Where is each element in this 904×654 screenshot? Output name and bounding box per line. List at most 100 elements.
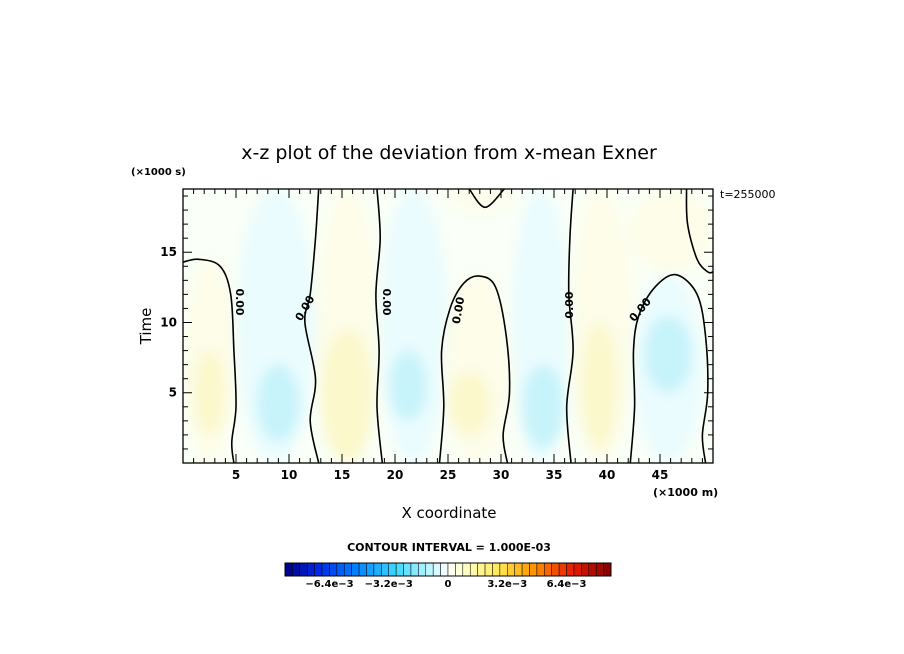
zero-contour xyxy=(565,189,574,463)
colorbar-tick-labels: −6.4e−3 −3.2e−3 0 3.2e−3 6.4e−3 xyxy=(305,579,586,590)
colorbar-cell xyxy=(388,562,397,577)
colorbar-cell xyxy=(344,562,352,577)
colorbar-frame xyxy=(284,562,612,577)
negative-region xyxy=(522,364,565,449)
colorbar-cell xyxy=(477,562,486,577)
colorbar-cell xyxy=(521,562,530,577)
colorbar-tick-label: 6.4e−3 xyxy=(547,579,587,590)
zero-contour xyxy=(183,258,237,463)
colorbar-cell xyxy=(366,562,375,577)
y-tick-label: 15 xyxy=(160,245,177,259)
x-axis-label: X coordinate xyxy=(401,504,496,522)
chart-title: x-z plot of the deviation from x-mean Ex… xyxy=(241,142,657,164)
contour-label: 0.00 xyxy=(563,291,576,318)
colorbar-cell xyxy=(536,562,545,577)
colorbar-cell xyxy=(492,562,501,577)
colorbar-cell xyxy=(403,562,412,577)
negative-region xyxy=(644,315,692,393)
zero-contour-lines xyxy=(183,189,713,463)
colorbar-cell xyxy=(432,562,441,577)
zero-contour xyxy=(438,275,511,463)
positive-region xyxy=(448,371,491,435)
positive-region xyxy=(320,329,374,463)
zero-contour xyxy=(468,189,505,209)
x-tick-label: 35 xyxy=(546,468,563,482)
y-ticks: 5 10 15 xyxy=(160,195,713,450)
colorbar-cell xyxy=(321,562,330,577)
contour-interval-note: CONTOUR INTERVAL = 1.000E-03 xyxy=(347,541,551,554)
colorbar-cell xyxy=(566,562,575,577)
x-tick-label: 15 xyxy=(334,468,351,482)
x-tick-label: 30 xyxy=(493,468,510,482)
y-unit-label: (×1000 s) xyxy=(131,167,186,178)
shaded-regions xyxy=(183,189,713,463)
colorbar-tick-label: 3.2e−3 xyxy=(487,579,527,590)
zero-contour xyxy=(375,189,384,463)
colorbar-cell xyxy=(514,562,523,577)
colorbar-cell xyxy=(462,562,471,577)
contour-label: 0.00 xyxy=(380,288,393,315)
x-tick-label: 45 xyxy=(652,468,669,482)
colorbar-cell xyxy=(373,562,382,577)
y-tick-label: 10 xyxy=(160,315,177,329)
x-tick-label: 40 xyxy=(599,468,616,482)
x-ticks: 5 10 15 20 25 30 35 40 45 xyxy=(193,189,703,482)
colorbar-cell xyxy=(484,562,493,577)
colorbar-cell xyxy=(418,562,427,577)
positive-region xyxy=(193,350,226,435)
x-tick-label: 20 xyxy=(387,468,404,482)
colorbar-cell xyxy=(603,562,612,577)
colorbar-cell xyxy=(336,562,345,577)
colorbar-cell xyxy=(447,562,456,577)
plot-area: 0.00 0.00 0.00 0.00 0.00 0.00 5 10 15 20 25 3… xyxy=(160,188,714,482)
colorbar-cell xyxy=(299,562,308,577)
negative-region xyxy=(389,350,427,421)
colorbar-cell xyxy=(425,562,434,577)
colorbar-cell xyxy=(499,562,508,577)
colorbar-cell xyxy=(351,562,360,577)
colorbar-tick-label: 0 xyxy=(445,579,452,590)
colorbar-cell xyxy=(588,562,597,577)
colorbar-tick-label: −6.4e−3 xyxy=(305,579,353,590)
colorbar-cell xyxy=(306,562,315,577)
colorbar-cell xyxy=(581,562,590,577)
colorbar-cell xyxy=(551,562,560,577)
colorbar xyxy=(284,562,612,577)
zero-contour xyxy=(303,189,320,463)
contour-label: 0.00 xyxy=(450,296,468,325)
colorbar-cell xyxy=(595,562,604,577)
x-tick-label: 10 xyxy=(281,468,298,482)
colorbar-cell xyxy=(544,562,552,577)
y-tick-label: 5 xyxy=(169,386,177,400)
x-tick-label: 25 xyxy=(440,468,457,482)
negative-region xyxy=(257,364,300,442)
colorbar-tick-label: −3.2e−3 xyxy=(365,579,413,590)
colorbar-cell xyxy=(558,562,567,577)
y-axis-label: Time xyxy=(137,308,155,346)
x-unit-label: (×1000 m) xyxy=(653,486,718,499)
colorbar-cell xyxy=(507,562,515,577)
colorbar-cell xyxy=(381,562,389,577)
x-tick-label: 5 xyxy=(232,468,240,482)
time-stamp: t=255000 xyxy=(720,188,776,201)
zero-contour xyxy=(685,189,713,274)
colorbar-cell xyxy=(329,562,338,577)
colorbar-cell xyxy=(292,562,301,577)
contour-label: 0.00 xyxy=(233,288,246,315)
zero-contour xyxy=(629,273,709,463)
colorbar-cell xyxy=(469,562,478,577)
colorbar-cell xyxy=(395,562,404,577)
colorbar-cell xyxy=(529,562,538,577)
colorbar-cell xyxy=(314,562,323,577)
colorbar-cell xyxy=(410,562,419,577)
positive-region xyxy=(628,189,713,274)
positive-region xyxy=(580,322,618,449)
negative-region xyxy=(379,189,448,463)
colorbar-cell xyxy=(358,562,367,577)
positive-region xyxy=(448,189,512,211)
colorbar-cell xyxy=(284,562,293,577)
colorbar-cell xyxy=(455,562,464,577)
colorbar-cell xyxy=(573,562,582,577)
colorbar-cell xyxy=(440,562,449,577)
